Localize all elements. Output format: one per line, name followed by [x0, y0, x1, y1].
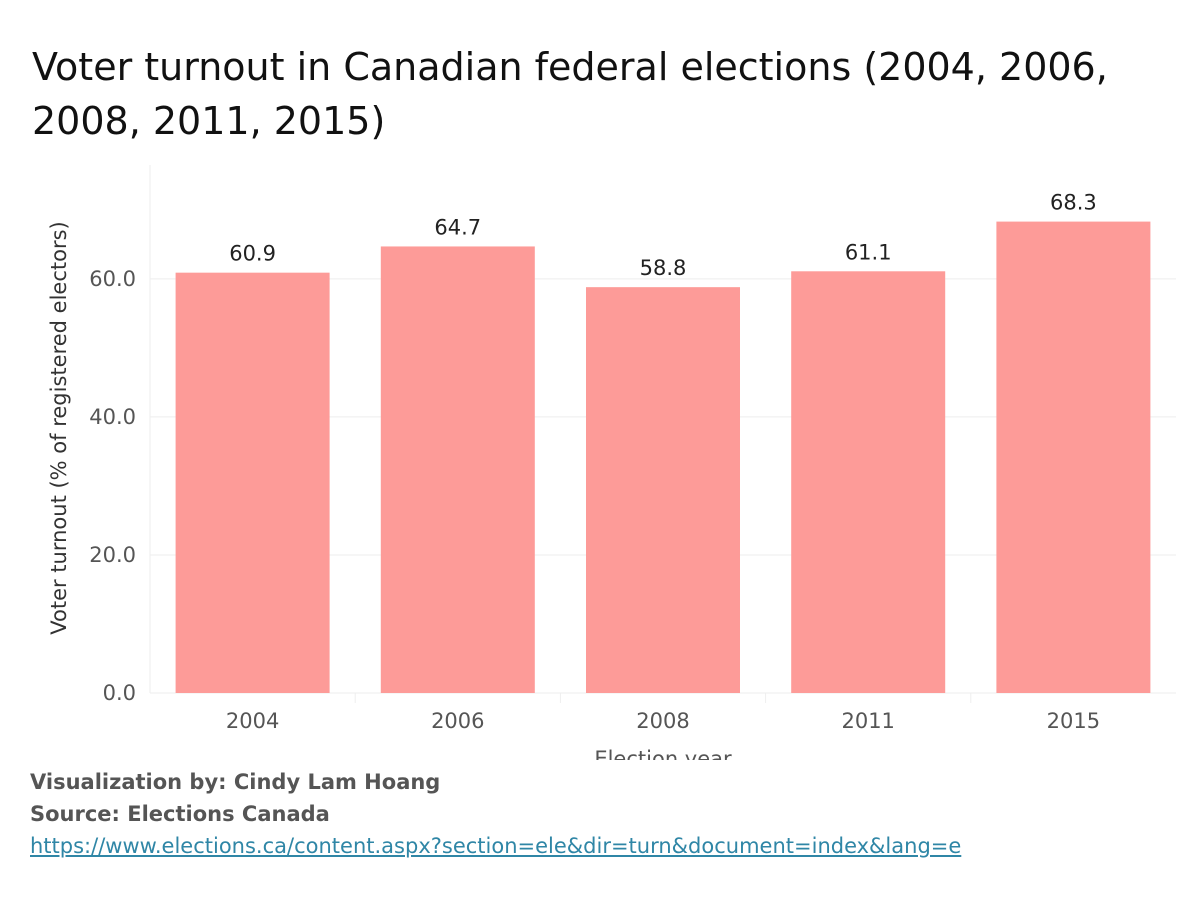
x-tick-label: 2015	[1047, 709, 1100, 733]
x-axis-title: Election year	[594, 747, 732, 760]
y-tick-label: 40.0	[89, 405, 136, 429]
x-tick-label: 2008	[636, 709, 689, 733]
y-tick-label: 20.0	[89, 543, 136, 567]
bar-2004	[175, 272, 330, 693]
y-tick-label: 0.0	[103, 681, 136, 705]
source-link[interactable]: https://www.elections.ca/content.aspx?se…	[30, 834, 962, 858]
data-label-2006: 64.7	[434, 215, 481, 239]
x-tick-label: 2011	[841, 709, 894, 733]
source-credit: Source: Elections Canada	[30, 802, 330, 826]
credits-block: Visualization by: Cindy Lam Hoang Source…	[30, 766, 961, 862]
bar-2008	[586, 287, 740, 693]
bar-2015	[996, 221, 1151, 694]
data-label-2008: 58.8	[640, 256, 687, 280]
y-axis-title: Voter turnout (% of registered electors)	[47, 221, 71, 635]
y-tick-label: 60.0	[89, 267, 136, 291]
data-label-2015: 68.3	[1050, 191, 1097, 215]
bar-chart: 0.0 20.0 40.0 60.0 60.9 2004 64.7 2006 58.8 2008 6…	[47, 165, 1176, 760]
bar-2011	[791, 271, 946, 693]
data-label-2011: 61.1	[845, 240, 892, 264]
chart-title: Voter turnout in Canadian federal electi…	[32, 45, 1108, 143]
data-label-2004: 60.9	[229, 242, 276, 266]
bar-2006	[380, 246, 535, 694]
x-tick-label: 2006	[431, 709, 484, 733]
x-tick-label: 2004	[226, 709, 279, 733]
visualization-credit: Visualization by: Cindy Lam Hoang	[30, 770, 441, 794]
